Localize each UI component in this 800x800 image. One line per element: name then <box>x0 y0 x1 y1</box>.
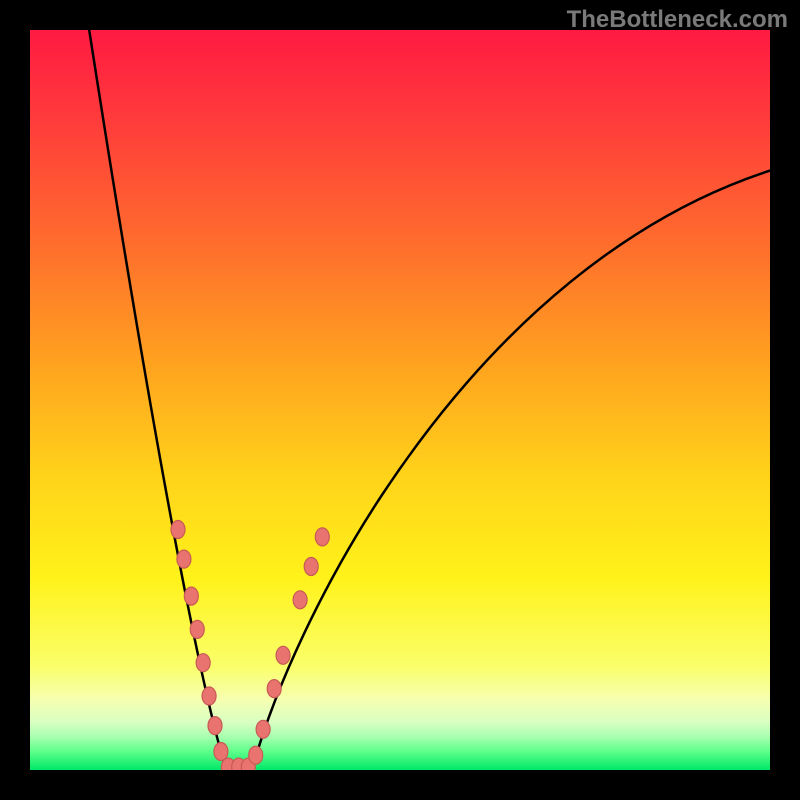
plot-area <box>30 30 770 770</box>
marker-point <box>202 687 216 705</box>
marker-point <box>304 558 318 576</box>
watermark-text: TheBottleneck.com <box>567 6 788 34</box>
bottleneck-chart <box>30 30 770 770</box>
marker-point <box>249 746 263 764</box>
marker-point <box>171 521 185 539</box>
gradient-background <box>30 30 770 770</box>
marker-point <box>190 620 204 638</box>
marker-point <box>315 528 329 546</box>
marker-point <box>293 591 307 609</box>
marker-point <box>208 717 222 735</box>
marker-point <box>267 680 281 698</box>
marker-point <box>184 587 198 605</box>
marker-point <box>196 654 210 672</box>
marker-point <box>177 550 191 568</box>
marker-point <box>276 646 290 664</box>
marker-point <box>256 720 270 738</box>
marker-point <box>214 743 228 761</box>
